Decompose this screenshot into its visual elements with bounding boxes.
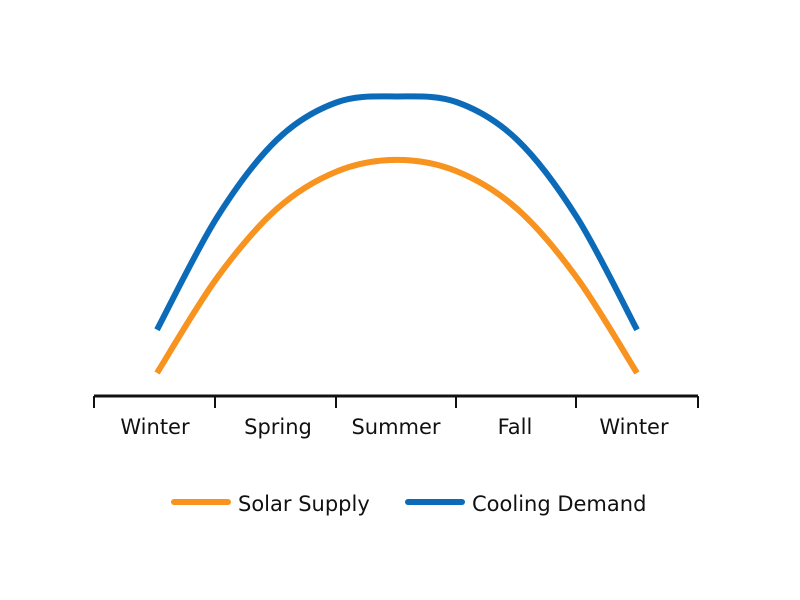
legend: Solar Supply Cooling Demand	[171, 492, 646, 516]
legend-solar-supply-label: Solar Supply	[238, 492, 370, 516]
legend-cooling-demand-label: Cooling Demand	[472, 492, 646, 516]
x-tick-label-winter-start: Winter	[120, 415, 190, 439]
x-axis-ticks	[93, 396, 699, 408]
cooling-demand-line	[154, 93, 640, 332]
x-tick-label-spring: Spring	[244, 415, 312, 439]
x-axis-labels: Winter Spring Summer Fall Winter	[120, 415, 669, 439]
x-tick-label-summer: Summer	[351, 415, 440, 439]
solar-supply-line	[154, 156, 640, 375]
x-tick-label-winter-end: Winter	[599, 415, 669, 439]
series-lines	[154, 93, 640, 375]
x-tick-label-fall: Fall	[498, 415, 533, 439]
